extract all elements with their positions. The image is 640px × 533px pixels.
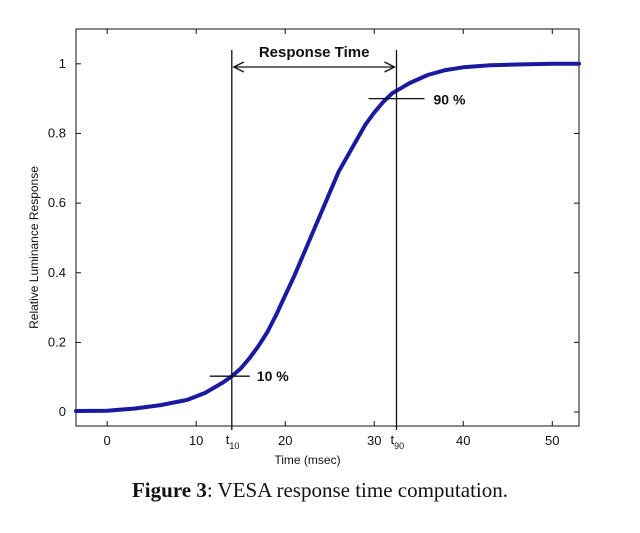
series-layer xyxy=(74,61,581,413)
y-tick-label: 0.2 xyxy=(48,334,66,349)
response-time-label: Response Time xyxy=(259,44,370,61)
axes-frame xyxy=(75,28,580,427)
x-tick-label: 50 xyxy=(545,433,559,448)
x-tick-label: 20 xyxy=(278,433,292,448)
figure-caption: Figure 3: VESA response time computation… xyxy=(0,478,640,503)
plot-frame xyxy=(75,28,580,427)
response-time-chart: 0 10 20 30 40 50 0 0.2 0.4 0.6 0.8 1 Time (msec) Rela… xyxy=(27,28,581,467)
y-tick-label: 0.4 xyxy=(48,265,66,280)
x-tick-label: 10 xyxy=(189,433,203,448)
x-tick-label: 0 xyxy=(104,433,111,448)
p10-label: 10 % xyxy=(257,368,289,384)
figure-label: Figure 3 xyxy=(131,478,207,502)
y-axis-title: Relative Luminance Response xyxy=(27,166,41,329)
t10-label: t10 xyxy=(226,432,240,451)
y-tick-label: 0 xyxy=(59,404,66,419)
x-axis-title: Time (msec) xyxy=(274,453,340,467)
t90-label: t90 xyxy=(390,432,404,451)
arrowhead-left xyxy=(232,61,245,73)
y-tick-label: 0.6 xyxy=(48,195,66,210)
axis-ticks: 0 10 20 30 40 50 0 0.2 0.4 0.6 0.8 1 Time (msec) Rela… xyxy=(27,29,579,467)
y-tick-label: 1 xyxy=(59,56,66,71)
annotations: Response Time 10 % 90 % t10 t90 xyxy=(209,44,466,451)
arrowhead-right xyxy=(384,61,396,73)
x-tick-label: 30 xyxy=(367,433,381,448)
figure-caption-text: : VESA response time computation. xyxy=(206,478,509,502)
response-curve-line xyxy=(74,61,581,413)
x-tick-label: 40 xyxy=(456,433,470,448)
p90-label: 90 % xyxy=(433,92,465,108)
y-tick-label: 0.8 xyxy=(48,125,66,140)
